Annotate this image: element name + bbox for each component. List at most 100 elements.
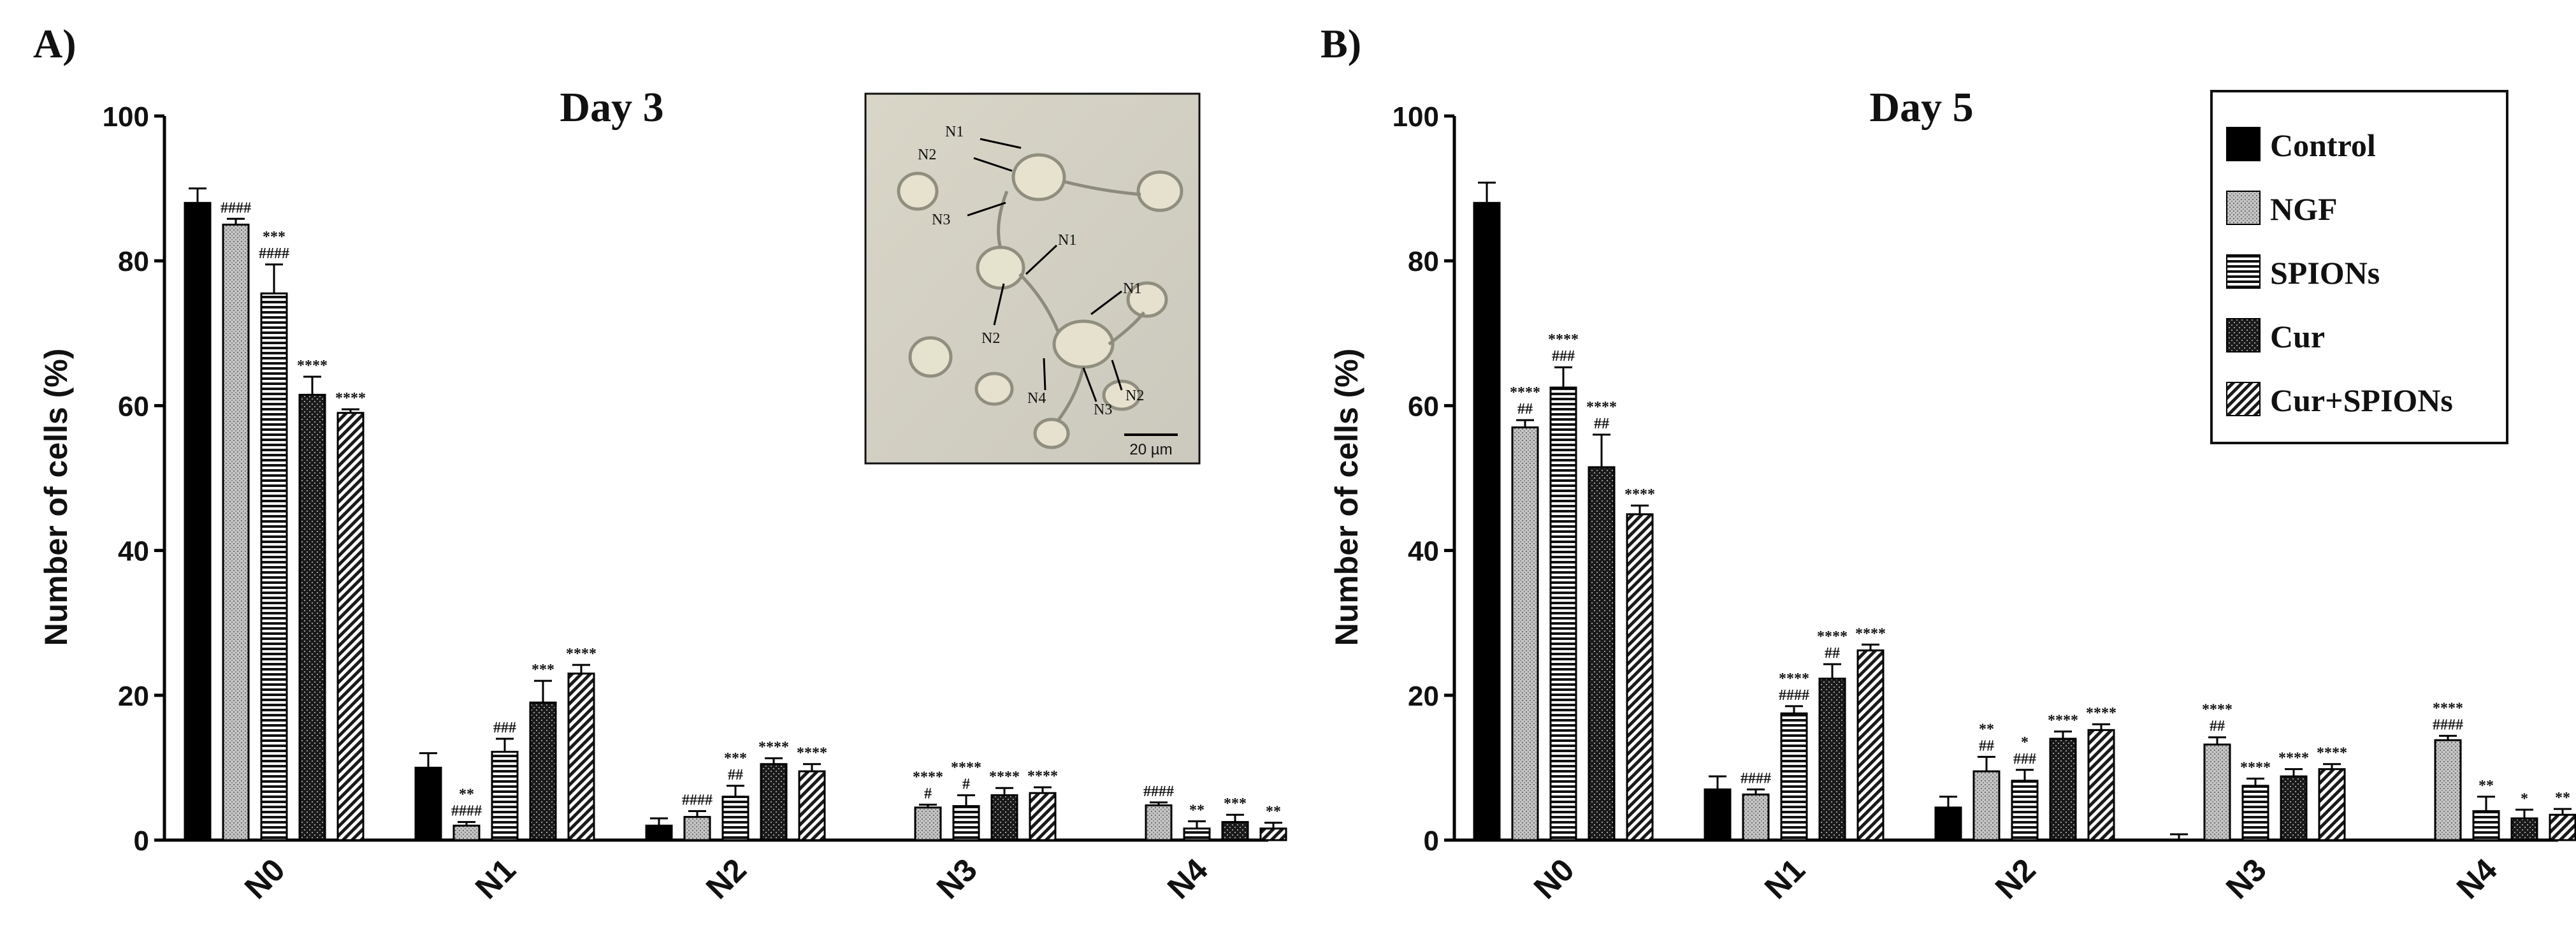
bar [1145, 804, 1173, 841]
bar [798, 770, 826, 841]
bar [1934, 806, 1962, 841]
significance-label: **** [2048, 713, 2078, 729]
inset-neurites [997, 180, 1145, 422]
bar [1183, 827, 1211, 841]
bar [990, 794, 1018, 841]
bar [2011, 780, 2039, 841]
bar [1029, 792, 1057, 841]
bar [1588, 466, 1616, 841]
scale-bar-label: 20 µm [1129, 441, 1172, 458]
inset-label: N2 [918, 147, 936, 163]
bar [222, 223, 250, 841]
bar [491, 750, 519, 841]
significance-label: #### [1740, 770, 1771, 787]
chart-day5: Day 5 Number of cells (%) 020406080100**… [1329, 84, 2576, 906]
significance-label: # [962, 776, 970, 793]
y-tick-label: 20 [1408, 681, 1439, 712]
legend-swatch [2226, 191, 2261, 225]
significance-label: #### [1779, 687, 1809, 704]
bar [1856, 649, 1885, 841]
y-tick-label: 100 [103, 101, 149, 133]
chart-title: Day 3 [560, 84, 663, 131]
legend-item: Cur+SPIONs [2226, 382, 2453, 418]
inset-arrows [967, 138, 1123, 402]
significance-label: **** [1817, 628, 1848, 645]
significance-label: **** [297, 358, 328, 374]
x-tick-label: N1 [468, 852, 523, 906]
x-tick-label: N0 [1527, 852, 1581, 906]
significance-label: #### [221, 200, 251, 216]
bar [260, 292, 288, 841]
significance-label: **** [797, 745, 827, 762]
bar [1511, 426, 1539, 841]
significance-label: **** [2202, 702, 2232, 718]
bar [1549, 386, 1577, 841]
significance-label: **** [2086, 705, 2117, 722]
significance-label: **** [951, 760, 981, 776]
inset-label: N1 [1058, 232, 1076, 249]
significance-label: # [924, 785, 932, 802]
chart-title: Day 5 [1869, 84, 1973, 131]
bar [2241, 785, 2269, 841]
legend-item: SPIONs [2226, 254, 2380, 291]
legend-frame [2210, 90, 2508, 444]
x-tick-label: N0 [238, 852, 292, 906]
y-tick-label: 0 [134, 825, 149, 857]
x-tick-label: N3 [2219, 852, 2273, 906]
y-tick-label: 80 [118, 246, 149, 277]
bar [1626, 513, 1654, 841]
significance-label: ### [493, 720, 516, 736]
significance-label: ** [1979, 721, 1994, 737]
significance-label: **** [1624, 486, 1655, 503]
inset-label: N3 [1094, 402, 1112, 418]
bar [1742, 793, 1770, 841]
significance-label: ** [2478, 778, 2494, 794]
significance-label: **** [2278, 750, 2309, 767]
y-tick-label: 20 [118, 681, 149, 712]
significance-label: **** [1586, 399, 1617, 416]
y-tick-label: 40 [118, 536, 149, 567]
x-tick-label: N2 [1988, 852, 2043, 906]
significance-label: **** [2317, 745, 2347, 762]
bar [2049, 737, 2077, 841]
bar [760, 763, 788, 841]
bar [2318, 768, 2346, 841]
y-tick-label: 100 [1393, 101, 1439, 133]
bar [1221, 821, 1249, 841]
significance-label: ## [1979, 737, 1994, 754]
significance-label: #### [1143, 783, 1174, 800]
x-tick-label: N4 [1161, 852, 1215, 906]
significance-label: #### [682, 792, 713, 809]
significance-label: **** [1027, 768, 1058, 785]
significance-label: ## [1825, 645, 1840, 662]
y-tick-label: 60 [118, 391, 149, 422]
y-tick-label: 80 [1408, 246, 1439, 277]
significance-label: **** [1779, 671, 1809, 687]
legend-item: Cur [2226, 318, 2325, 354]
y-tick-label: 40 [1408, 536, 1439, 567]
y-tick-label: 60 [1408, 391, 1439, 422]
significance-label: #### [451, 803, 482, 820]
bar [1704, 788, 1732, 841]
bar [2472, 810, 2500, 841]
inset-label: N2 [1125, 388, 1144, 404]
bar [914, 806, 942, 841]
bar [1473, 201, 1501, 841]
legend-label: NGF [2270, 191, 2338, 227]
legend-swatch [2226, 318, 2261, 352]
inset-labels: N1 N2 N3 N1 N2 N1 N4 N3 N2 [918, 124, 1144, 418]
inset-frame [864, 92, 1201, 465]
significance-label: **** [2433, 700, 2463, 716]
significance-label: *** [263, 229, 286, 245]
significance-label: #### [259, 245, 289, 262]
significance-label: ## [728, 767, 743, 783]
bar [1818, 678, 1846, 841]
significance-label: *** [532, 662, 554, 678]
legend-label: Cur+SPIONs [2270, 382, 2453, 418]
significance-label: #### [2433, 716, 2463, 733]
significance-label: ## [1517, 401, 1533, 418]
significance-label: **** [1510, 384, 1540, 401]
legend-swatch [2226, 127, 2261, 161]
bar [529, 701, 557, 841]
